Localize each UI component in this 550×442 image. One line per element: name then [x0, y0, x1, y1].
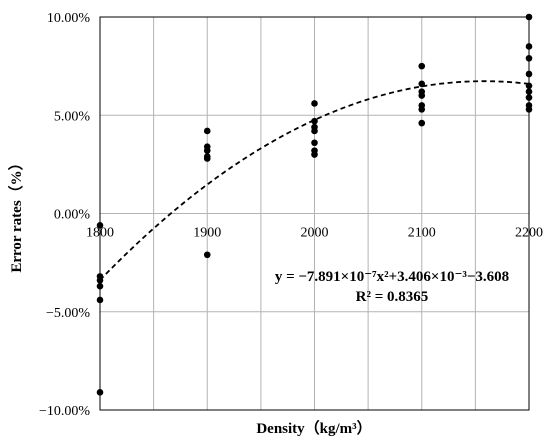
data-point	[203, 127, 211, 135]
data-point	[525, 106, 533, 113]
y-tick-label: −10.00%	[39, 404, 90, 419]
data-point	[311, 100, 318, 107]
data-point	[525, 13, 533, 21]
data-point	[418, 80, 426, 88]
data-point	[525, 94, 533, 101]
data-point	[96, 282, 104, 290]
x-tick-label: 2100	[408, 226, 436, 241]
x-axis-title: Density（kg/m³）	[256, 419, 371, 437]
data-point	[418, 92, 426, 99]
data-point	[418, 119, 426, 127]
data-point	[418, 62, 426, 70]
r-squared-label: R² = 0.8365	[356, 289, 429, 305]
data-point	[525, 54, 533, 62]
data-point	[525, 82, 533, 90]
data-point	[203, 147, 211, 154]
plot-frame	[99, 16, 530, 411]
data-points	[96, 13, 533, 396]
data-point	[203, 251, 211, 259]
data-point	[525, 88, 533, 95]
data-point	[525, 70, 533, 78]
data-point	[311, 127, 318, 135]
fit-equation: y = −7.891×10⁻⁷x²+3.406×10⁻³−3.608	[275, 269, 509, 285]
y-axis-title: Error rates（%）	[7, 155, 25, 272]
x-axis: 1800 1900 2000 2100 2200	[86, 226, 543, 241]
x-tick-label: 2000	[301, 226, 329, 241]
data-point	[96, 389, 104, 396]
data-point	[525, 43, 533, 50]
x-tick-label: 1800	[86, 226, 114, 241]
data-point	[96, 221, 104, 229]
x-tick-label: 2200	[515, 226, 543, 241]
data-point	[311, 151, 318, 158]
y-tick-label: 10.00%	[47, 11, 91, 26]
fit-curve	[99, 80, 530, 281]
data-point	[96, 277, 104, 284]
data-point	[311, 139, 318, 147]
y-tick-label: 0.00%	[54, 208, 91, 223]
x-tick-label: 1900	[193, 226, 221, 241]
grid	[100, 17, 529, 410]
y-tick-label: −5.00%	[46, 306, 90, 321]
y-axis: 10.00% 5.00% 0.00% −5.00% −10.00%	[39, 11, 90, 419]
data-point	[418, 106, 426, 113]
y-tick-label: 5.00%	[54, 109, 91, 124]
data-point	[96, 296, 104, 304]
data-point	[311, 117, 318, 125]
data-point	[203, 155, 211, 162]
